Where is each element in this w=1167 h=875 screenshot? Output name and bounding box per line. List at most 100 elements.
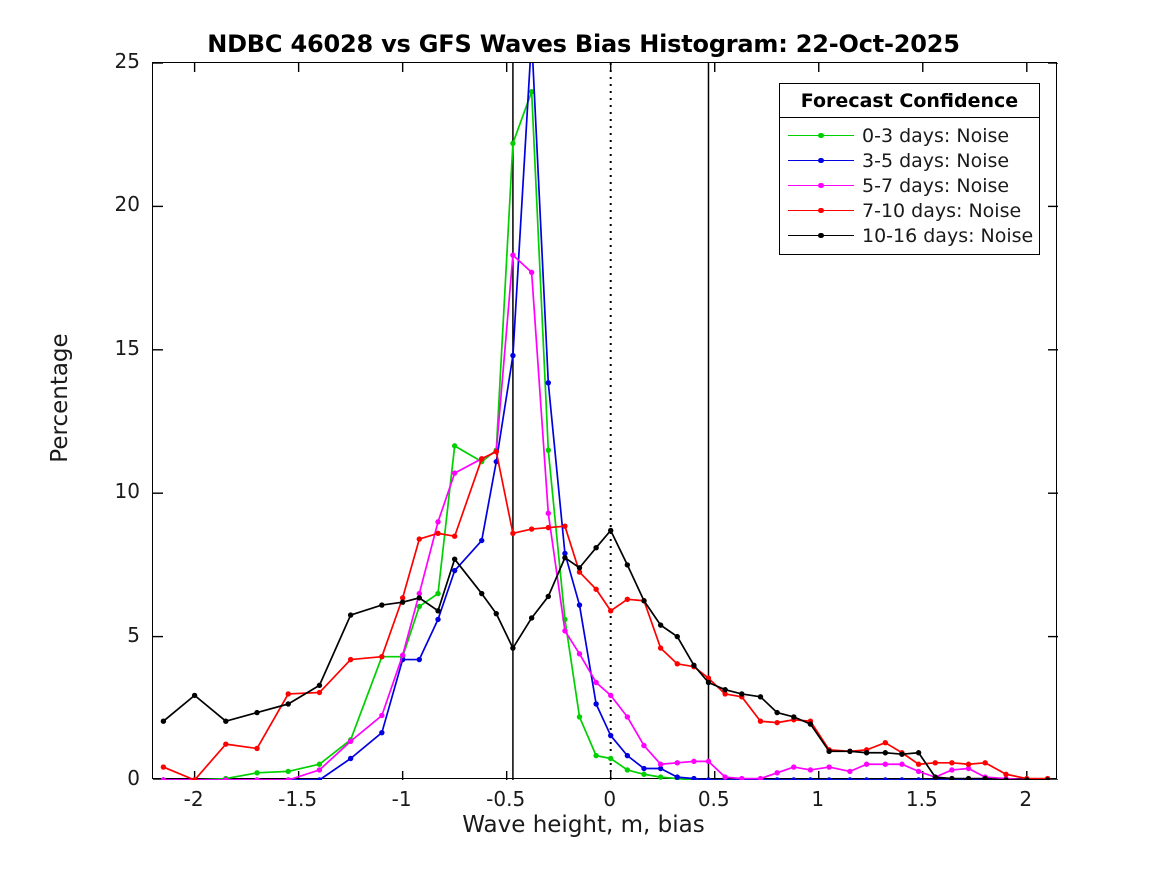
series-marker [608, 732, 614, 739]
legend-swatch-icon [788, 204, 854, 218]
x-axis-label: Wave height, m, bias [462, 812, 705, 838]
series-marker [510, 645, 516, 651]
series-marker [593, 752, 599, 759]
series-marker [826, 777, 832, 780]
series-marker [641, 742, 647, 749]
series-marker [791, 764, 797, 770]
series-marker [863, 750, 870, 756]
series-marker [826, 748, 832, 755]
series-marker [915, 768, 922, 775]
series-marker [545, 447, 551, 453]
series-marker [899, 777, 905, 780]
series-marker [451, 443, 458, 449]
series-marker [285, 768, 291, 775]
series-marker [657, 761, 664, 767]
series-marker [1044, 777, 1051, 780]
series-marker [932, 760, 938, 766]
series-marker [479, 590, 485, 597]
legend-item-1[interactable]: 3-5 days: Noise [780, 148, 1039, 173]
series-marker [254, 709, 260, 716]
series-marker [949, 767, 955, 773]
series-marker [674, 661, 680, 667]
legend: Forecast Confidence 0-3 days: Noise 3-5 d… [779, 83, 1040, 255]
series-marker [882, 740, 889, 746]
series-marker [863, 761, 870, 767]
x-tick-label: 1 [811, 787, 825, 811]
series-marker [316, 777, 323, 780]
page-title: NDBC 46028 vs GFS Waves Bias Histogram: … [207, 30, 960, 58]
y-tick-label: 25 [114, 49, 140, 73]
y-tick-label: 15 [114, 335, 140, 360]
series-marker [593, 701, 599, 707]
series-marker [399, 599, 406, 605]
legend-item-2[interactable]: 5-7 days: Noise [780, 173, 1039, 198]
series-marker [657, 765, 664, 772]
series-marker [624, 562, 631, 568]
series-marker [674, 774, 680, 780]
series-marker [223, 777, 229, 780]
legend-item-4[interactable]: 10-16 days: Noise [780, 223, 1039, 248]
series-marker [608, 527, 614, 534]
series-marker [576, 569, 583, 575]
series-marker [316, 689, 323, 696]
series-marker [965, 765, 972, 772]
series-marker [739, 691, 745, 697]
series-marker [435, 530, 441, 537]
series-marker [254, 745, 260, 752]
series-marker [254, 770, 260, 776]
series-marker [657, 645, 664, 651]
series-marker [576, 714, 583, 720]
series-marker [774, 719, 780, 726]
plot-svg [153, 63, 1058, 780]
series-marker [435, 608, 441, 614]
series-marker [949, 775, 955, 780]
series-marker [379, 602, 385, 608]
series-marker [624, 596, 631, 603]
series-marker [705, 679, 712, 686]
series-marker [608, 692, 614, 699]
series-marker [915, 777, 922, 780]
series-marker [757, 694, 764, 700]
series-marker [416, 590, 422, 597]
series-marker [191, 777, 198, 780]
series-marker [965, 761, 972, 767]
series-line-2 [163, 254, 1048, 780]
series-marker [435, 590, 441, 597]
legend-item-label: 5-7 days: Noise [862, 174, 1010, 197]
x-tick-label: -2 [183, 787, 204, 811]
series-marker [1003, 771, 1009, 777]
series-marker [528, 88, 535, 95]
series-marker [826, 764, 832, 770]
series-marker [757, 718, 764, 724]
series-marker [576, 651, 583, 657]
series-marker [347, 738, 354, 744]
series-line-3 [163, 450, 1048, 780]
series-line-0 [163, 90, 1048, 780]
x-tick-label: -1 [391, 787, 412, 811]
series-marker [624, 714, 631, 720]
y-tick-label: 0 [127, 766, 140, 790]
series-marker [254, 777, 260, 780]
series-marker [807, 777, 814, 780]
series-marker [1024, 777, 1030, 780]
series-marker [528, 615, 535, 621]
series-marker [722, 686, 728, 693]
y-tick-label: 20 [114, 192, 140, 217]
series-marker [705, 675, 712, 681]
series-marker [416, 536, 422, 542]
series-marker [562, 628, 568, 634]
series-marker [223, 718, 229, 724]
legend-title: Forecast Confidence [780, 84, 1039, 118]
series-marker [160, 764, 167, 770]
legend-item-label: 3-5 days: Noise [862, 149, 1010, 172]
legend-item-3[interactable]: 7-10 days: Noise [780, 198, 1039, 223]
y-axis-label: Percentage [47, 333, 73, 463]
series-marker [982, 760, 988, 766]
series-marker [347, 612, 354, 618]
series-marker [545, 524, 551, 531]
series-marker [863, 777, 870, 780]
series-marker [479, 456, 485, 462]
series-marker [847, 768, 853, 775]
series-marker [416, 603, 422, 610]
legend-item-0[interactable]: 0-3 days: Noise [780, 123, 1039, 148]
